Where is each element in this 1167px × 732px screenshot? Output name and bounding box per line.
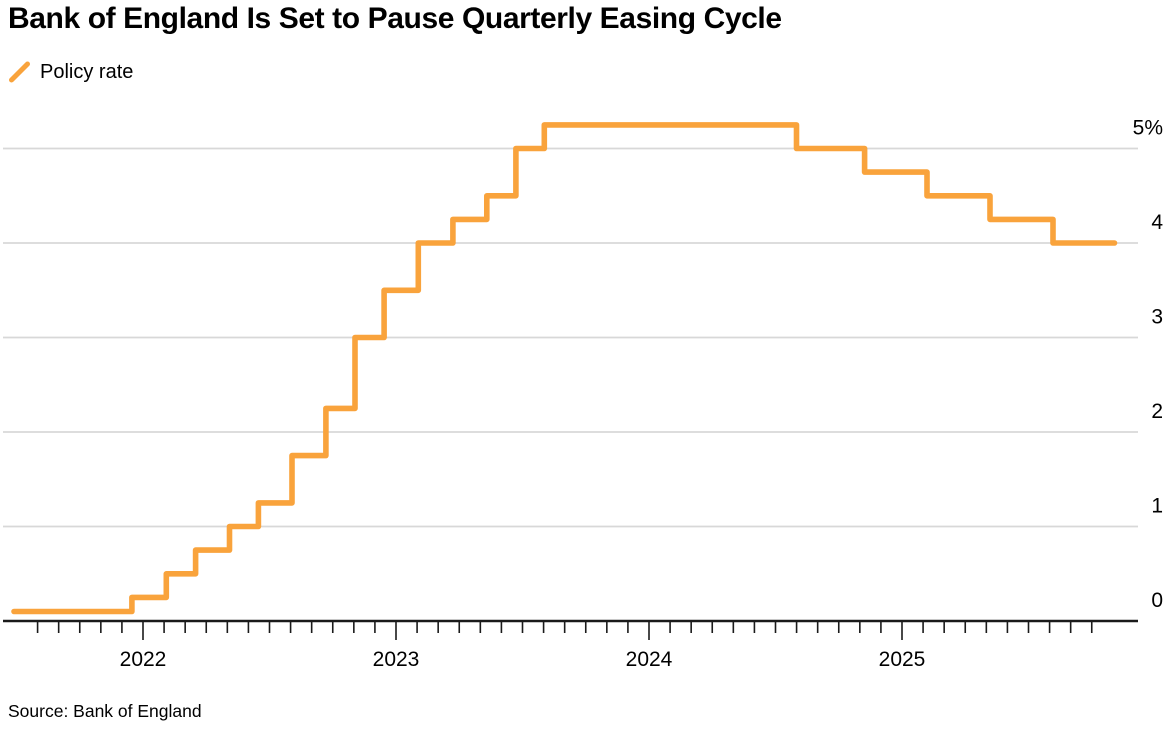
- svg-text:3: 3: [1151, 306, 1163, 329]
- legend: Policy rate: [8, 59, 133, 85]
- svg-text:2024: 2024: [626, 648, 673, 671]
- svg-text:5%: 5%: [1133, 117, 1163, 140]
- x-axis-labels: 2022 2023 2024 2025: [120, 648, 926, 671]
- svg-text:0: 0: [1151, 589, 1163, 612]
- legend-line-icon: [9, 61, 30, 83]
- rate-step-chart: 0 1 2 3 4 5% 2022 2023 2024 2025: [3, 117, 1164, 671]
- legend-label: Policy rate: [40, 60, 134, 83]
- rate-step-line: [11, 122, 1118, 615]
- gridlines: [3, 147, 1138, 528]
- y-axis-labels: 0 1 2 3 4 5%: [1133, 117, 1164, 613]
- source-caption: Source: Bank of England: [8, 701, 202, 721]
- chart-title: Bank of England Is Set to Pause Quarterl…: [8, 2, 782, 35]
- svg-text:1: 1: [1151, 495, 1163, 518]
- svg-text:4: 4: [1151, 211, 1163, 234]
- svg-text:2023: 2023: [373, 648, 420, 671]
- svg-text:2022: 2022: [120, 648, 167, 671]
- axis-ticks: [36, 620, 1093, 640]
- svg-text:2: 2: [1151, 400, 1163, 423]
- svg-text:2025: 2025: [879, 648, 926, 671]
